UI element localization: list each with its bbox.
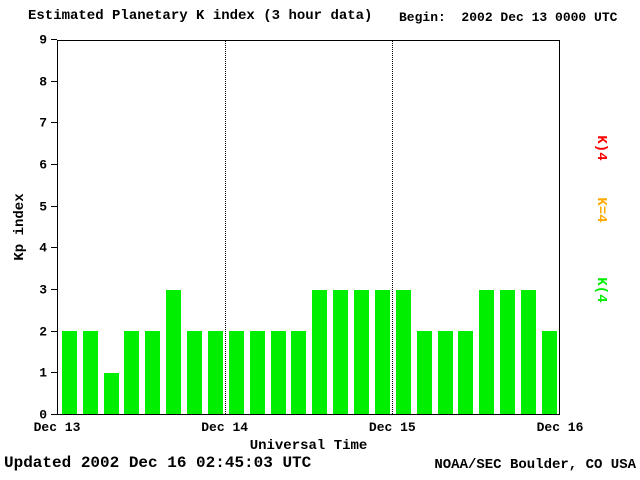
kp-bar xyxy=(207,331,223,414)
day-gridline xyxy=(392,41,393,414)
kp-bar xyxy=(187,331,203,414)
kp-bar xyxy=(437,331,453,414)
plot-area xyxy=(58,41,559,414)
kp-bar xyxy=(61,331,77,414)
kp-bar xyxy=(541,331,557,414)
kp-bar xyxy=(521,289,537,414)
legend-label-2: K(4 xyxy=(593,277,609,303)
y-tick-mark xyxy=(51,39,57,40)
y-tick-label: 1 xyxy=(39,365,47,381)
y-tick-label: 7 xyxy=(39,115,47,131)
y-tick-mark xyxy=(51,289,57,290)
kp-bar xyxy=(124,331,140,414)
kp-bar xyxy=(374,289,390,414)
chart-title: Estimated Planetary K index (3 hour data… xyxy=(28,8,373,24)
y-tick-label: 8 xyxy=(39,74,47,90)
legend-label-0: K)4 xyxy=(593,135,609,161)
kp-bar xyxy=(228,331,244,414)
y-tick-label: 2 xyxy=(39,324,47,340)
y-tick-label: 5 xyxy=(39,199,47,215)
y-tick-mark xyxy=(51,247,57,249)
y-tick-mark xyxy=(51,122,57,124)
y-tick-label: 0 xyxy=(39,407,47,423)
y-tick-label: 3 xyxy=(39,282,47,298)
x-axis-ticks: Dec 13 Dec 14 Dec 15 Dec 16 xyxy=(34,420,584,436)
kp-bar xyxy=(270,331,286,414)
kp-bar xyxy=(479,289,495,414)
source-credit: NOAA/SEC Boulder, CO USA xyxy=(434,457,636,473)
y-tick-mark xyxy=(51,164,57,165)
y-tick-label: 4 xyxy=(39,240,47,256)
kp-bar xyxy=(500,289,516,414)
kp-bar xyxy=(354,289,370,414)
updated-timestamp: Updated 2002 Dec 16 02:45:03 UTC xyxy=(4,454,312,472)
x-axis-title: Universal Time xyxy=(249,438,368,454)
y-tick-mark xyxy=(51,372,57,374)
kp-bar xyxy=(82,331,98,414)
x-tick-label: Dec 14 xyxy=(201,420,249,435)
kp-bar xyxy=(312,289,328,414)
kp-bar xyxy=(416,331,432,414)
x-tick-label: Dec 15 xyxy=(368,420,416,435)
kp-bar xyxy=(395,289,411,414)
plot-frame xyxy=(57,40,560,415)
x-tick-label: Dec 13 xyxy=(33,420,81,435)
y-tick-label: 6 xyxy=(39,157,47,173)
x-tick-label: Dec 16 xyxy=(536,420,584,435)
kp-bar xyxy=(291,331,307,414)
begin-label: Begin: 2002 Dec 13 0000 UTC xyxy=(399,10,618,25)
kp-bar xyxy=(458,331,474,414)
y-tick-mark xyxy=(51,80,57,82)
kp-bar xyxy=(166,289,182,414)
y-tick-mark xyxy=(51,205,57,207)
y-tick-mark xyxy=(51,330,57,332)
kp-bar xyxy=(333,289,349,414)
day-gridline xyxy=(225,41,226,414)
kp-bar xyxy=(145,331,161,414)
y-tick-mark xyxy=(51,414,57,415)
kp-bar xyxy=(103,372,119,414)
kp-bar xyxy=(249,331,265,414)
y-tick-label: 9 xyxy=(39,32,47,48)
legend-label-1: K=4 xyxy=(593,197,609,223)
y-axis-ticks: 0 1 2 3 4 5 6 7 8 9 xyxy=(0,34,57,422)
